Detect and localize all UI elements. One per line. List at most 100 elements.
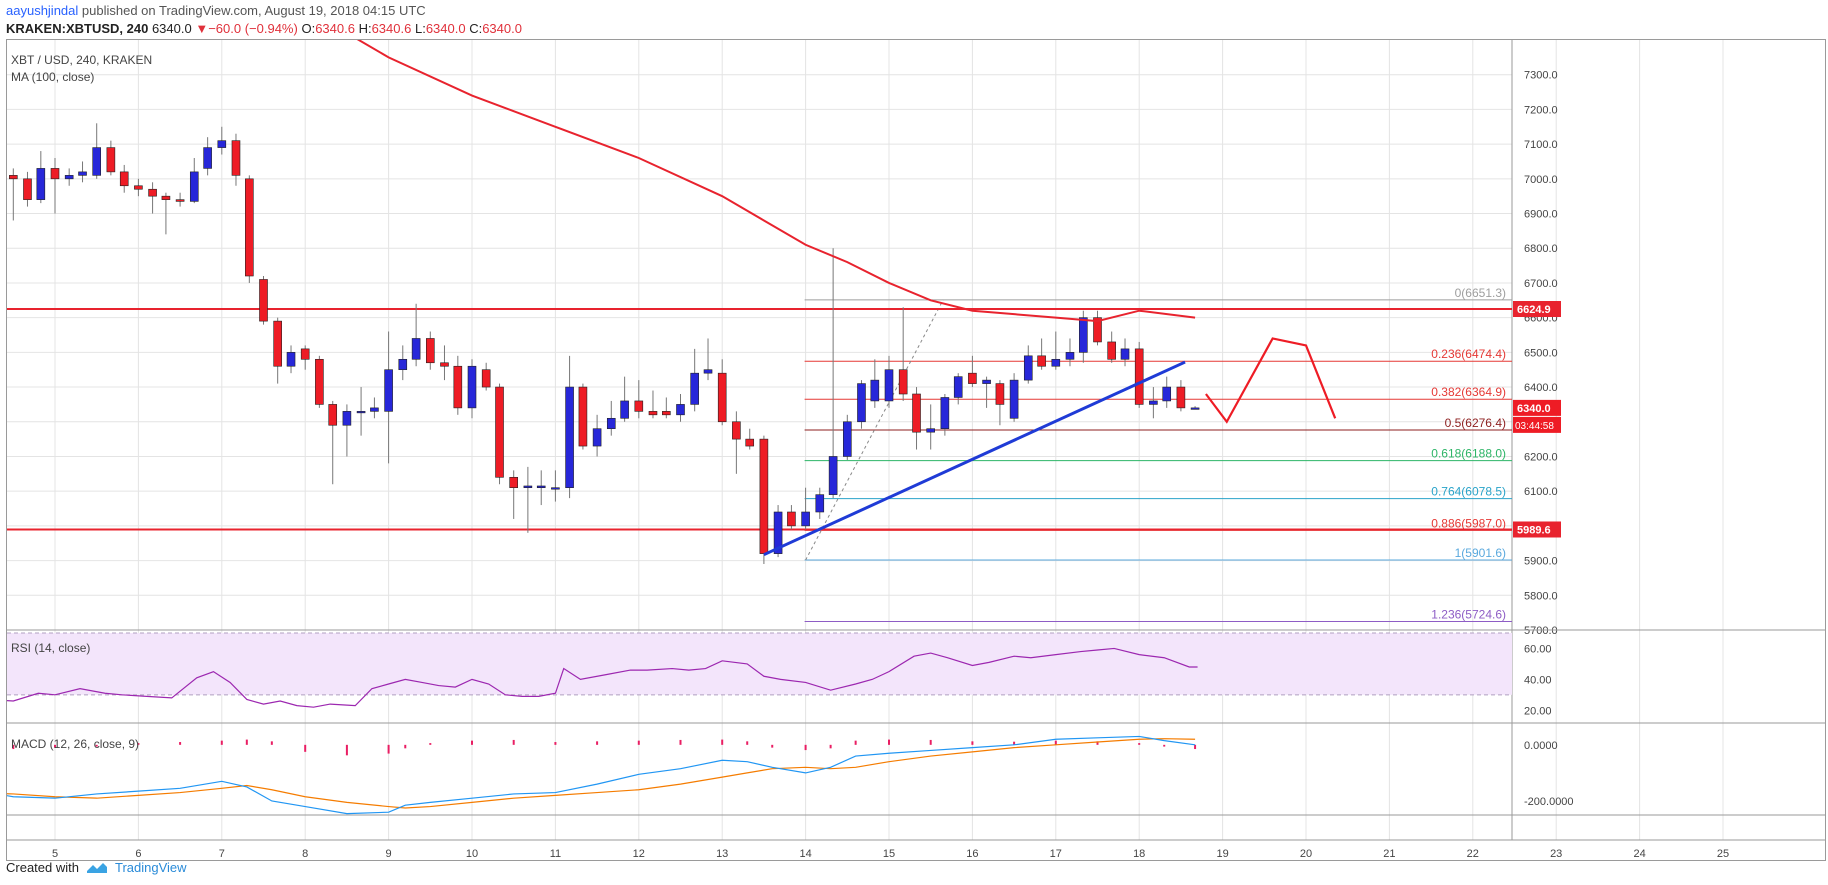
macd-line <box>7 735 1196 815</box>
symbol-pair: KRAKEN:XBTUSD, 240 <box>6 21 149 36</box>
candle-up <box>1023 355 1033 381</box>
fib-level-label: 0.236(6474.4) <box>1431 347 1506 361</box>
candle-up <box>565 386 574 489</box>
candle-down <box>732 421 741 440</box>
x-tick-label: 24 <box>1633 848 1645 860</box>
candle-up <box>203 147 212 169</box>
candle-up <box>92 147 101 176</box>
candle-up <box>536 485 546 489</box>
candle-up <box>551 487 560 490</box>
candle-up <box>982 379 991 384</box>
candle-up <box>384 369 393 412</box>
candle-up <box>1162 386 1172 402</box>
low-value: 6340.0 <box>425 21 466 36</box>
x-tick-label: 6 <box>135 848 141 860</box>
candle-up <box>356 411 366 414</box>
y-tick-label: 7100.0 <box>1524 139 1558 151</box>
y-tick-label: 7000.0 <box>1524 174 1558 186</box>
price-change: −60.0 (−0.94%) <box>208 21 298 36</box>
footer: Created with TradingView <box>6 859 187 877</box>
x-tick-label: 20 <box>1300 848 1312 860</box>
candle-down <box>50 168 60 180</box>
fib-level-label: 0.886(5987.0) <box>1431 516 1506 530</box>
x-tick-label: 18 <box>1133 848 1145 860</box>
candle-down <box>912 393 921 433</box>
symbol-bar: KRAKEN:XBTUSD, 240 6340.0 ▼−60.0 (−0.94%… <box>6 21 522 37</box>
macd-y-tick-label: -200.0000 <box>1524 796 1574 808</box>
x-tick-label: 8 <box>302 848 308 860</box>
candle-up <box>1009 379 1019 419</box>
high-value: 6340.6 <box>371 21 412 36</box>
chart-title: XBT / USD, 240, KRAKEN <box>11 53 152 67</box>
candle-down <box>425 338 435 364</box>
sr-price-label: 5989.6 <box>1517 524 1551 536</box>
candle-down <box>1093 317 1102 343</box>
last-price: 6340.0 <box>151 21 192 36</box>
candle-up <box>690 372 699 405</box>
tradingview-brand-link[interactable]: TradingView <box>114 860 187 875</box>
close-value: 6340.0 <box>482 21 522 36</box>
rsi-y-tick-label: 60.00 <box>1524 643 1552 655</box>
x-tick-label: 13 <box>716 848 728 860</box>
candle-up <box>773 511 783 554</box>
candle-up <box>870 379 880 402</box>
candle-up <box>523 485 533 489</box>
y-tick-label: 6900.0 <box>1524 209 1558 221</box>
candle-up <box>0 168 3 178</box>
candle-up <box>398 358 408 371</box>
candle-up <box>1051 358 1061 367</box>
candle-up <box>953 376 963 398</box>
candle-down <box>648 411 658 416</box>
candle-up <box>606 417 616 430</box>
candle-down <box>23 178 32 200</box>
rsi-line <box>7 647 1198 708</box>
main-pane: 0(6651.3) 0.236(6474.4) 0.382(6364.9) 0.5(6… <box>0 40 1512 622</box>
candle-up <box>189 171 199 202</box>
fib-anchor-line <box>805 299 944 561</box>
candle-down <box>9 175 18 180</box>
open-label: O: <box>301 21 316 36</box>
candle-down <box>453 365 463 409</box>
candle-down <box>161 195 171 200</box>
projection-path <box>1205 337 1337 424</box>
author-link[interactable]: aayushjindal <box>6 3 79 18</box>
change-arrow: ▼ <box>195 21 209 36</box>
rsi-pane <box>7 632 1512 708</box>
candle-up <box>411 338 421 360</box>
y-tick-label: 5700.0 <box>1524 625 1558 637</box>
countdown-tag <box>1513 416 1561 433</box>
candle-up <box>370 407 379 412</box>
candle-down <box>509 476 519 489</box>
y-tick-label: 6500.0 <box>1524 347 1558 359</box>
candle-down <box>175 199 185 202</box>
rsi-y-tick-label: 20.00 <box>1524 705 1552 717</box>
candle-down <box>898 369 908 395</box>
y-tick-label: 7200.0 <box>1524 104 1558 116</box>
candle-down <box>968 372 977 384</box>
x-tick-label: 11 <box>550 848 561 860</box>
candle-down <box>134 185 143 190</box>
candle-down <box>273 320 282 367</box>
candle-up <box>217 140 227 148</box>
macd-y-tick-label: 0.0000 <box>1524 740 1558 752</box>
bullish-trendline <box>763 360 1186 557</box>
macd-title: MACD (12, 26, close, 9) <box>11 737 139 751</box>
candle-up <box>342 411 352 426</box>
x-tick-label: 15 <box>883 848 895 860</box>
candle-up <box>78 171 87 176</box>
candle-up <box>676 404 685 416</box>
ma-100-line <box>356 40 1196 323</box>
y-tick-label: 6700.0 <box>1524 278 1558 290</box>
low-label: L: <box>414 21 426 36</box>
candle-up <box>828 456 838 495</box>
candle-up <box>703 369 713 374</box>
candle-down <box>578 386 588 447</box>
fib-level-label: 0.618(6188.0) <box>1431 447 1506 461</box>
candle-down <box>662 411 671 416</box>
candle-down <box>1037 355 1046 367</box>
x-tick-label: 14 <box>799 848 811 860</box>
candle-up <box>884 369 894 402</box>
candle-down <box>1134 348 1144 405</box>
y-tick-label: 5800.0 <box>1524 590 1558 602</box>
